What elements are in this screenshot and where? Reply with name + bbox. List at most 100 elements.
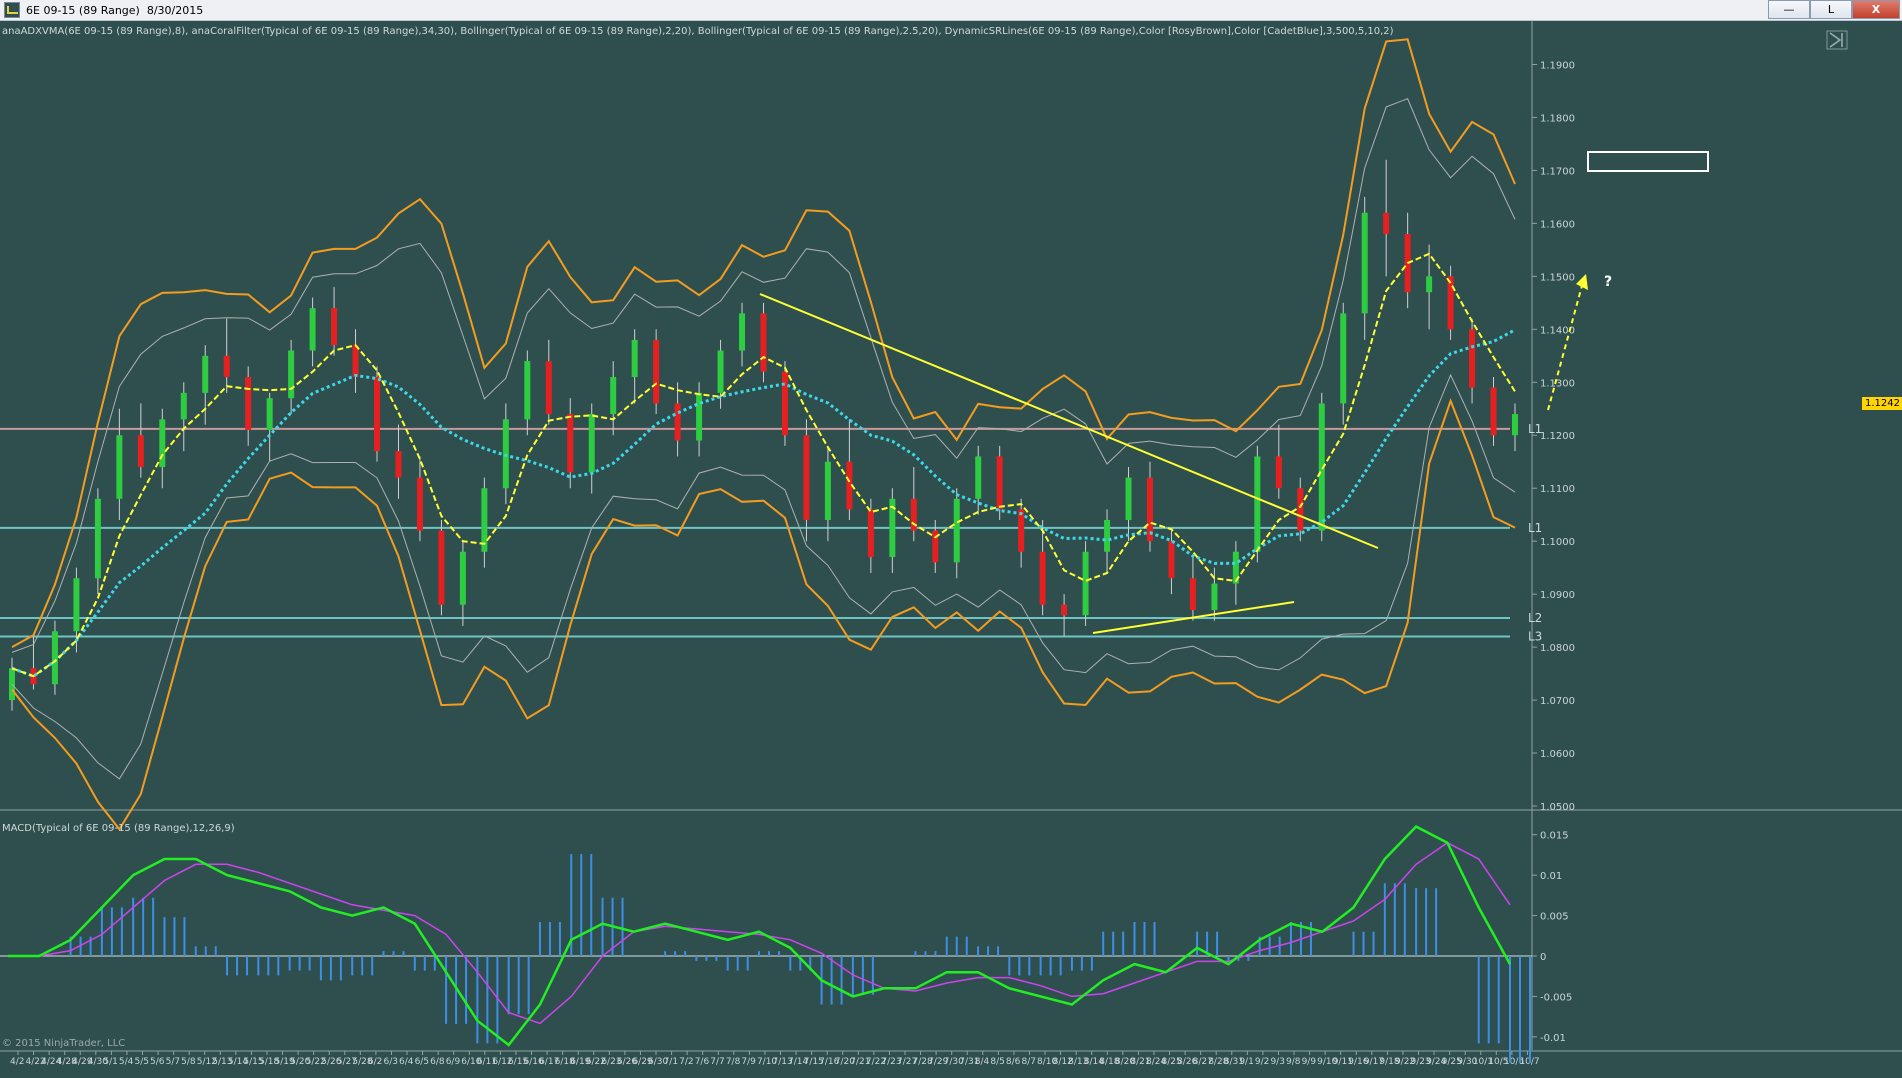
minimize-button[interactable]: — bbox=[1768, 0, 1810, 19]
candle-body bbox=[502, 419, 509, 489]
date-tick-label: 8/18 bbox=[1099, 1057, 1119, 1067]
date-tick-label: 8/7 bbox=[1021, 1057, 1035, 1067]
date-tick-label: 8/4 bbox=[975, 1057, 990, 1067]
date-tick-label: 8/21 bbox=[1130, 1057, 1150, 1067]
restore-button[interactable]: L bbox=[1810, 0, 1852, 19]
projection-arrow-line bbox=[1547, 281, 1584, 411]
candle-body bbox=[1189, 578, 1196, 611]
candle-body bbox=[1125, 477, 1132, 520]
candle-body bbox=[223, 355, 230, 377]
candle-body bbox=[567, 414, 574, 473]
candle-body bbox=[9, 668, 15, 701]
date-tick-label: 5/15 bbox=[243, 1057, 263, 1067]
date-tick-label: 8/27 bbox=[1193, 1057, 1213, 1067]
price-chart-svg[interactable]: 1.1900 1.1800 1.1700 1.1600 1.1500 1.1400 1.13… bbox=[0, 21, 1902, 1074]
projection-arrowhead bbox=[1576, 274, 1588, 290]
candle-body bbox=[245, 376, 252, 430]
candle-body bbox=[760, 313, 767, 372]
date-tick-label: 7/9 bbox=[741, 1057, 756, 1067]
date-tick-label: 10/1 bbox=[1473, 1057, 1493, 1067]
date-tick-label: 6/29 bbox=[632, 1057, 652, 1067]
date-tick-label: 4/30 bbox=[88, 1057, 108, 1067]
candle-body bbox=[395, 451, 402, 478]
price-tick-label: 1.1700 bbox=[1540, 166, 1575, 177]
candle-body bbox=[459, 551, 466, 605]
macd-tick-label: 0.015 bbox=[1540, 831, 1569, 842]
candle-body bbox=[1469, 329, 1476, 388]
candle-body bbox=[932, 530, 939, 563]
close-button[interactable]: X bbox=[1852, 0, 1900, 19]
date-tick-label: 7/6 bbox=[695, 1057, 710, 1067]
macd-tick-label: 0 bbox=[1540, 952, 1546, 963]
ninjatrader-app-icon[interactable] bbox=[4, 2, 20, 18]
candle-body bbox=[1232, 551, 1239, 584]
date-tick-label: 6/15 bbox=[508, 1057, 528, 1067]
date-tick-label: 7/7 bbox=[710, 1057, 724, 1067]
date-tick-label: 8/28 bbox=[1208, 1057, 1228, 1067]
date-tick-label: 7/28 bbox=[913, 1057, 933, 1067]
date-tick-label: 7/15 bbox=[804, 1057, 824, 1067]
date-tick-label: 7/20 bbox=[835, 1057, 855, 1067]
candle-body bbox=[159, 419, 166, 468]
sr-level-label: L2 bbox=[1528, 611, 1542, 625]
candle-body bbox=[1383, 212, 1390, 234]
date-tick-label: 5/7 bbox=[166, 1057, 180, 1067]
date-tick-label: 5/1 bbox=[103, 1057, 117, 1067]
date-tick-label: 8/10 bbox=[1037, 1057, 1057, 1067]
date-tick-label: 6/23 bbox=[601, 1057, 621, 1067]
candle-body bbox=[180, 392, 187, 420]
date-tick-label: 6/11 bbox=[477, 1057, 497, 1067]
date-tick-label: 9/16 bbox=[1348, 1057, 1368, 1067]
date-tick-label: 7/31 bbox=[959, 1057, 979, 1067]
candle-body bbox=[631, 339, 638, 377]
candle-body bbox=[910, 498, 917, 531]
candle-body bbox=[1104, 519, 1111, 552]
date-tick-label: 9/17 bbox=[1364, 1057, 1384, 1067]
date-tick-label: 8/31 bbox=[1224, 1057, 1244, 1067]
date-tick-label: 7/23 bbox=[881, 1057, 901, 1067]
candle-body bbox=[653, 339, 660, 404]
candle-body bbox=[674, 403, 681, 441]
price-tick-label: 1.0700 bbox=[1540, 696, 1575, 707]
candle-body bbox=[51, 631, 58, 685]
date-tick-label: 8/25 bbox=[1162, 1057, 1182, 1067]
candle-body bbox=[374, 376, 381, 452]
date-tick-label: 5/13 bbox=[212, 1057, 232, 1067]
date-tick-label: 9/25 bbox=[1442, 1057, 1462, 1067]
price-tick-label: 1.1500 bbox=[1540, 272, 1575, 283]
price-tick-label: 1.1100 bbox=[1540, 484, 1575, 495]
candle-body bbox=[996, 456, 1003, 510]
candle-body bbox=[1426, 276, 1433, 293]
date-tick-label: 5/4 bbox=[119, 1057, 134, 1067]
copyright-text: © 2015 NinjaTrader, LLC bbox=[2, 1038, 126, 1049]
date-tick-label: 7/2 bbox=[679, 1057, 693, 1067]
date-tick-label: 9/24 bbox=[1426, 1057, 1446, 1067]
candle-body bbox=[975, 456, 982, 499]
date-tick-label: 4/29 bbox=[72, 1057, 92, 1067]
candle-body bbox=[352, 345, 359, 377]
candle-body bbox=[588, 414, 595, 473]
date-tick-label: 7/16 bbox=[819, 1057, 839, 1067]
price-tick-label: 1.0600 bbox=[1540, 749, 1575, 760]
date-tick-label: 7/21 bbox=[850, 1057, 870, 1067]
chart-area[interactable]: 1.1900 1.1800 1.1700 1.1600 1.1500 1.1400 1.13… bbox=[0, 21, 1902, 1074]
date-tick-label: 8/26 bbox=[1177, 1057, 1197, 1067]
sr-level-label: L1 bbox=[1528, 521, 1542, 535]
date-tick-label: 6/9 bbox=[446, 1057, 461, 1067]
date-tick-label: 6/17 bbox=[539, 1057, 559, 1067]
scroll-to-end-icon[interactable] bbox=[1826, 30, 1848, 50]
date-tick-label: 9/2 bbox=[1255, 1057, 1269, 1067]
date-tick-label: 4/28 bbox=[57, 1057, 77, 1067]
date-tick-label: 7/1 bbox=[664, 1057, 678, 1067]
candle-body bbox=[1146, 477, 1153, 542]
date-tick-label: 4/22 bbox=[26, 1057, 46, 1067]
macd-tick-label: 0.005 bbox=[1540, 912, 1569, 923]
candle-body bbox=[781, 371, 788, 436]
date-tick-label: 8/12 bbox=[1053, 1057, 1073, 1067]
date-tick-label: 9/18 bbox=[1379, 1057, 1399, 1067]
date-tick-label: 5/8 bbox=[181, 1057, 196, 1067]
date-tick-label: 6/4 bbox=[399, 1057, 414, 1067]
date-tick-label: 9/30 bbox=[1457, 1057, 1477, 1067]
date-tick-label: 5/12 bbox=[197, 1057, 217, 1067]
candle-body bbox=[202, 355, 209, 393]
